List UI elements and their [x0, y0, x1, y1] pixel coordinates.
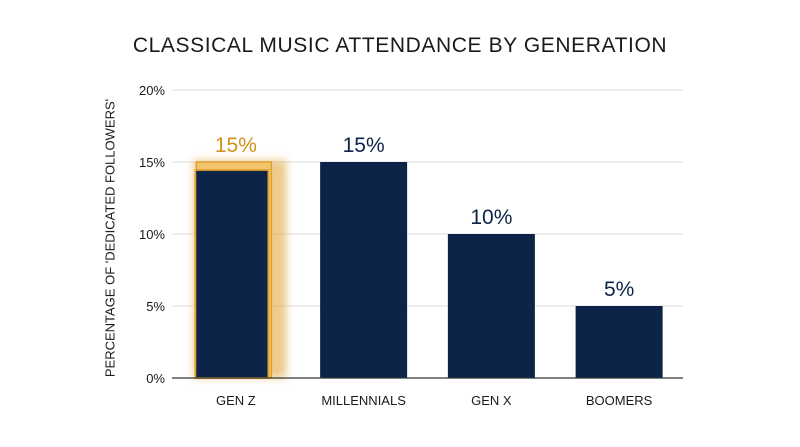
x-tick-label: GEN Z	[216, 393, 256, 408]
x-tick-label: MILLENNIALS	[321, 393, 406, 408]
y-tick-label: 10%	[139, 227, 165, 242]
bars	[193, 160, 663, 379]
chart-title: CLASSICAL MUSIC ATTENDANCE BY GENERATION	[132, 34, 668, 57]
bar-data-label: 15%	[343, 134, 385, 157]
y-tick-label: 20%	[139, 83, 165, 98]
bar-data-label: 5%	[604, 278, 634, 301]
data-labels: 15% 15% 10% 5%	[215, 134, 634, 301]
bar-data-label: 15%	[215, 134, 257, 157]
y-tick-label: 15%	[139, 155, 165, 170]
x-tick-label: GEN X	[471, 393, 512, 408]
x-tick-label: BOOMERS	[586, 393, 653, 408]
y-tick-label: 5%	[146, 299, 165, 314]
bar	[575, 306, 663, 378]
bar	[447, 234, 535, 378]
bar-data-label: 10%	[470, 206, 512, 229]
bar	[320, 162, 408, 378]
axes: 0% 5% 10% 15% 20% GEN Z MILLENNIALS GEN X BOOMER…	[139, 83, 683, 408]
bar	[194, 169, 270, 379]
y-tick-label: 0%	[146, 371, 165, 386]
